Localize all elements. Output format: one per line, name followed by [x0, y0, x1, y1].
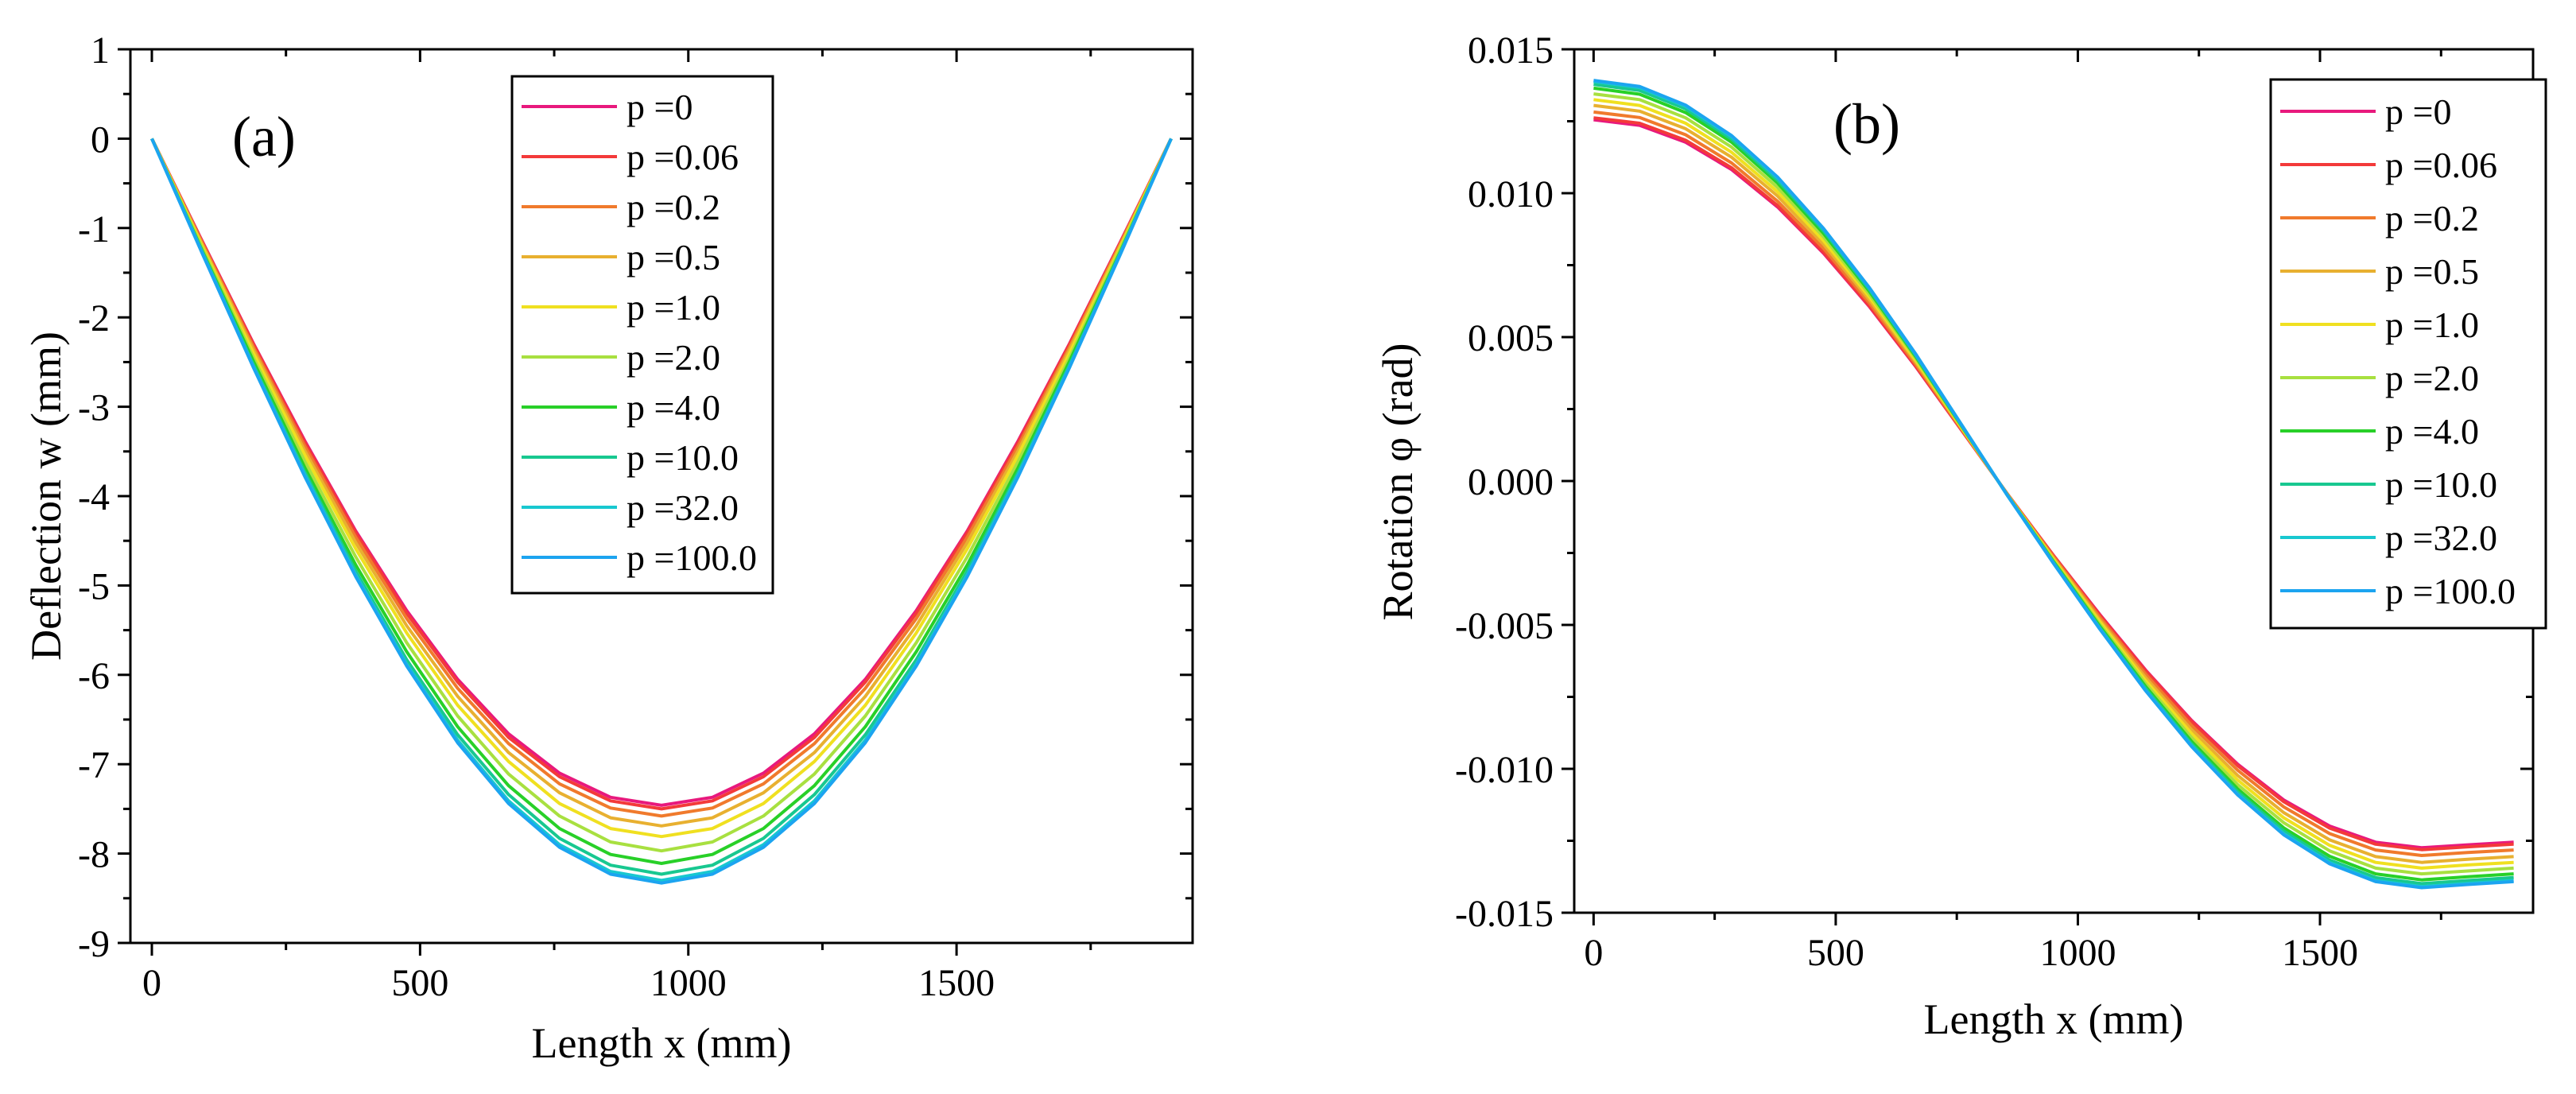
chart-b-y-tick-label-1: 0.010	[1468, 173, 1554, 215]
chart-a-legend: p =0 p =0.06 p =0.2 p =0.5 p =1.0 p =2.0 p =4.…	[510, 75, 774, 595]
chart-a-y-tick-label-7: -6	[78, 655, 110, 697]
chart-a-legend-label-1: p =0.06	[627, 137, 739, 177]
chart-b-legend-label-3: p =0.5	[2385, 251, 2479, 292]
chart-b-legend-label-9: p =100.0	[2385, 571, 2516, 611]
chart-a-y-axis-label: Deflection w (mm)	[22, 332, 70, 661]
chart-b-legend-label-5: p =2.0	[2385, 358, 2479, 398]
chart-b-series-layer	[1593, 79, 2514, 890]
chart-a-series-line-9	[150, 138, 1173, 885]
chart-a-series-layer	[150, 138, 1173, 885]
chart-b-legend-label-6: p =4.0	[2385, 411, 2479, 452]
chart-a-legend-label-6: p =4.0	[627, 387, 720, 428]
chart-b-y-tick-label-4: -0.005	[1455, 605, 1554, 647]
chart-b-series-line-9	[1593, 79, 2514, 890]
chart-a-legend-label-5: p =2.0	[627, 337, 720, 378]
chart-a-series-line-2	[150, 138, 1173, 818]
chart-b-legend: p =0 p =0.06 p =0.2 p =0.5 p =1.0 p =2.0 p =4.…	[2269, 78, 2547, 630]
chart-a-y-tick-label-0: 1	[91, 29, 110, 72]
chart-a-y-tick-label-4: -3	[78, 387, 110, 429]
chart-b-y-axis-label: Rotation φ (rad)	[1374, 343, 1422, 620]
chart-b-y-tick-label-0: 0.015	[1468, 29, 1554, 72]
chart-a-panel-label: (a)	[232, 105, 296, 169]
chart-a-x-axis-label: Length x (mm)	[532, 1019, 792, 1067]
chart-a-x-tick-label-1: 500	[391, 962, 448, 1004]
chart-b-x-tick-label-0: 0	[1584, 932, 1603, 974]
chart-b-y-tick-label-6: -0.015	[1455, 893, 1554, 935]
chart-b-legend-label-4: p =1.0	[2385, 305, 2479, 345]
chart-a-axes-layer: 0 500 1000 1500 1 0 -1 -2 -3 -4 -5 -6 -7 -8 -9	[78, 29, 1193, 1004]
chart-a-legend-label-8: p =32.0	[627, 487, 739, 528]
chart-b-x-tick-label-2: 1000	[2039, 932, 2116, 974]
chart-b-legend-label-7: p =10.0	[2385, 464, 2497, 505]
chart-a-x-tick-label-0: 0	[142, 962, 161, 1004]
chart-a-series-line-5	[150, 138, 1173, 853]
chart-a-x-tick-label-2: 1000	[650, 962, 727, 1004]
chart-b-x-axis-label: Length x (mm)	[1924, 995, 2184, 1043]
chart-b-legend-entries: p =0 p =0.06 p =0.2 p =0.5 p =1.0 p =2.0 p =4.…	[2280, 91, 2516, 611]
chart-a-series-line-6	[150, 138, 1173, 865]
chart-b-x-tick-label-3: 1500	[2282, 932, 2358, 974]
chart-b-panel-label: (b)	[1833, 92, 1900, 156]
chart-a-y-tick-label-1: 0	[91, 118, 110, 161]
chart-a-y-tick-label-5: -4	[78, 476, 110, 518]
chart-a-legend-label-7: p =10.0	[627, 437, 739, 478]
chart-b-y-tick-label-5: -0.010	[1455, 749, 1554, 791]
chart-b-legend-label-1: p =0.06	[2385, 145, 2497, 185]
chart-b-legend-label-2: p =0.2	[2385, 198, 2479, 239]
chart-a-legend-entries: p =0 p =0.06 p =0.2 p =0.5 p =1.0 p =2.0 p =4.…	[522, 87, 757, 578]
chart-a-y-tick-label-6: -5	[78, 565, 110, 607]
chart-a-legend-label-9: p =100.0	[627, 537, 757, 578]
chart-b-y-tick-label-2: 0.005	[1468, 317, 1554, 359]
chart-a-y-tick-label-2: -1	[78, 208, 110, 250]
chart-a-x-tick-label-3: 1500	[918, 962, 995, 1004]
chart-a-legend-label-4: p =1.0	[627, 287, 720, 328]
chart-b-y-tick-label-3: 0.000	[1468, 461, 1554, 503]
chart-a-legend-label-0: p =0	[627, 87, 692, 127]
chart-b: 0 500 1000 1500 0.015 0.010 0.005 0.000 -0.005 -0…	[1374, 29, 2547, 1043]
chart-b-legend-label-8: p =32.0	[2385, 518, 2497, 558]
chart-a-series-line-4	[150, 138, 1173, 839]
chart-a-legend-label-2: p =0.2	[627, 187, 720, 227]
chart-b-legend-label-0: p =0	[2385, 91, 2451, 132]
chart-a-legend-label-3: p =0.5	[627, 237, 720, 277]
chart-b-x-tick-label-1: 500	[1807, 932, 1864, 974]
chart-a: 0 500 1000 1500 1 0 -1 -2 -3 -4 -5 -6 -7 -8 -9 (a) Len…	[22, 29, 1194, 1067]
chart-a-y-tick-label-10: -9	[78, 923, 110, 965]
chart-a-series-line-1	[150, 138, 1173, 811]
chart-a-y-tick-label-8: -7	[78, 744, 110, 786]
chart-a-series-line-3	[150, 138, 1173, 828]
chart-a-y-tick-label-9: -8	[78, 834, 110, 876]
chart-b-axes-layer: 0 500 1000 1500 0.015 0.010 0.005 0.000 -0.005 -0…	[1455, 29, 2533, 974]
chart-a-y-tick-label-3: -2	[78, 297, 110, 339]
